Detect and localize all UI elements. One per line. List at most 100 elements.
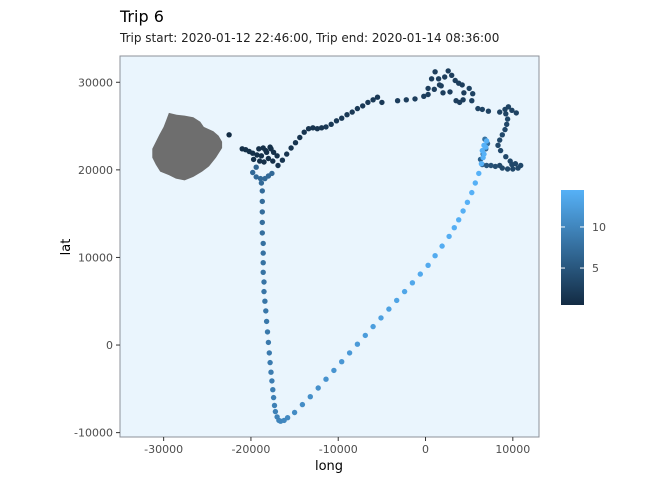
track-point [370, 97, 376, 103]
track-point [461, 90, 467, 96]
track-point [269, 170, 275, 177]
y-tick-label: 20000 [78, 164, 113, 177]
track-point [263, 318, 270, 325]
track-point [499, 132, 505, 138]
track-point [446, 233, 452, 240]
track-point [502, 126, 508, 133]
track-point [250, 156, 257, 163]
track-point [505, 104, 512, 110]
track-point [435, 76, 442, 82]
track-point [432, 69, 438, 75]
track-point [504, 121, 510, 128]
track-point [275, 162, 281, 169]
track-point [470, 91, 476, 97]
track-point [263, 308, 269, 314]
track-point [291, 409, 298, 416]
track-point [333, 118, 340, 124]
track-point [260, 145, 266, 151]
legend-colorbar [561, 190, 584, 305]
track-point [442, 74, 448, 80]
track-point [425, 85, 431, 92]
land-layer [152, 112, 223, 181]
y-axis-title: lat [59, 239, 74, 256]
track-point [259, 209, 265, 215]
legend-label: 5 [592, 262, 599, 275]
x-axis-title: long [315, 459, 343, 474]
track-point [314, 126, 320, 132]
track-point [504, 166, 511, 172]
track-point [449, 72, 455, 79]
color-legend: 5 10 [561, 190, 606, 305]
track-point [480, 154, 486, 161]
track-point [264, 329, 271, 335]
x-tick-label: 10000 [495, 443, 530, 456]
chart-subtitle: Trip start: 2020-01-12 22:46:00, Trip en… [119, 31, 499, 45]
track-point [515, 165, 521, 171]
track-point [260, 250, 266, 256]
track-point [425, 262, 431, 268]
track-point [513, 110, 519, 116]
x-tick-label: 0 [422, 443, 429, 456]
track-point [339, 359, 345, 365]
x-axis: -30000 -20000 -10000 0 10000 [144, 437, 530, 456]
track-point [394, 297, 400, 304]
track-point [492, 163, 499, 170]
track-point [436, 82, 443, 88]
track-point [250, 150, 256, 156]
track-point [378, 315, 384, 321]
track-point [323, 124, 329, 130]
track-point [253, 164, 259, 170]
track-point [412, 96, 418, 102]
track-point [349, 109, 355, 115]
chart-title: Trip 6 [119, 7, 164, 26]
track-point [432, 253, 438, 259]
track-point [250, 169, 256, 176]
track-point [259, 230, 265, 236]
track-point [409, 280, 416, 286]
track-point [479, 147, 485, 154]
track-point [497, 109, 503, 115]
track-point [360, 103, 366, 109]
track-point [315, 385, 321, 391]
track-point [459, 82, 465, 88]
track-point [259, 219, 265, 226]
track-point [253, 174, 259, 180]
track-point [270, 387, 276, 393]
track-point [428, 76, 435, 82]
track-point [504, 116, 511, 122]
track-point [257, 175, 264, 182]
track-point [279, 157, 286, 163]
track-point [318, 125, 325, 131]
x-tick-label: -30000 [144, 443, 183, 456]
legend-ticks: 5 10 [561, 221, 606, 275]
track-point [268, 146, 274, 152]
track-point [386, 306, 392, 312]
track-point [260, 240, 266, 247]
track-point [495, 142, 501, 148]
track-point [485, 108, 492, 114]
track-point [488, 162, 494, 169]
track-point [379, 99, 385, 106]
track-point [445, 68, 451, 74]
track-point [284, 415, 291, 421]
track-point [261, 288, 267, 295]
track-point [403, 97, 409, 103]
track-point [479, 106, 485, 113]
track-point [401, 288, 408, 295]
track-point [483, 138, 490, 144]
track-point [257, 158, 263, 164]
track-point [475, 105, 481, 112]
track-point [268, 369, 274, 375]
track-point [261, 159, 267, 165]
track-point [305, 126, 312, 132]
track-point [267, 359, 273, 366]
track-point [271, 402, 278, 409]
track-point [509, 161, 515, 168]
y-axis: -10000 0 10000 20000 30000 [74, 76, 120, 440]
track-point [370, 323, 376, 330]
track-point [256, 146, 262, 152]
track-point [354, 105, 361, 112]
track-point [284, 151, 290, 157]
track-point [265, 339, 272, 346]
track-point [425, 91, 431, 98]
